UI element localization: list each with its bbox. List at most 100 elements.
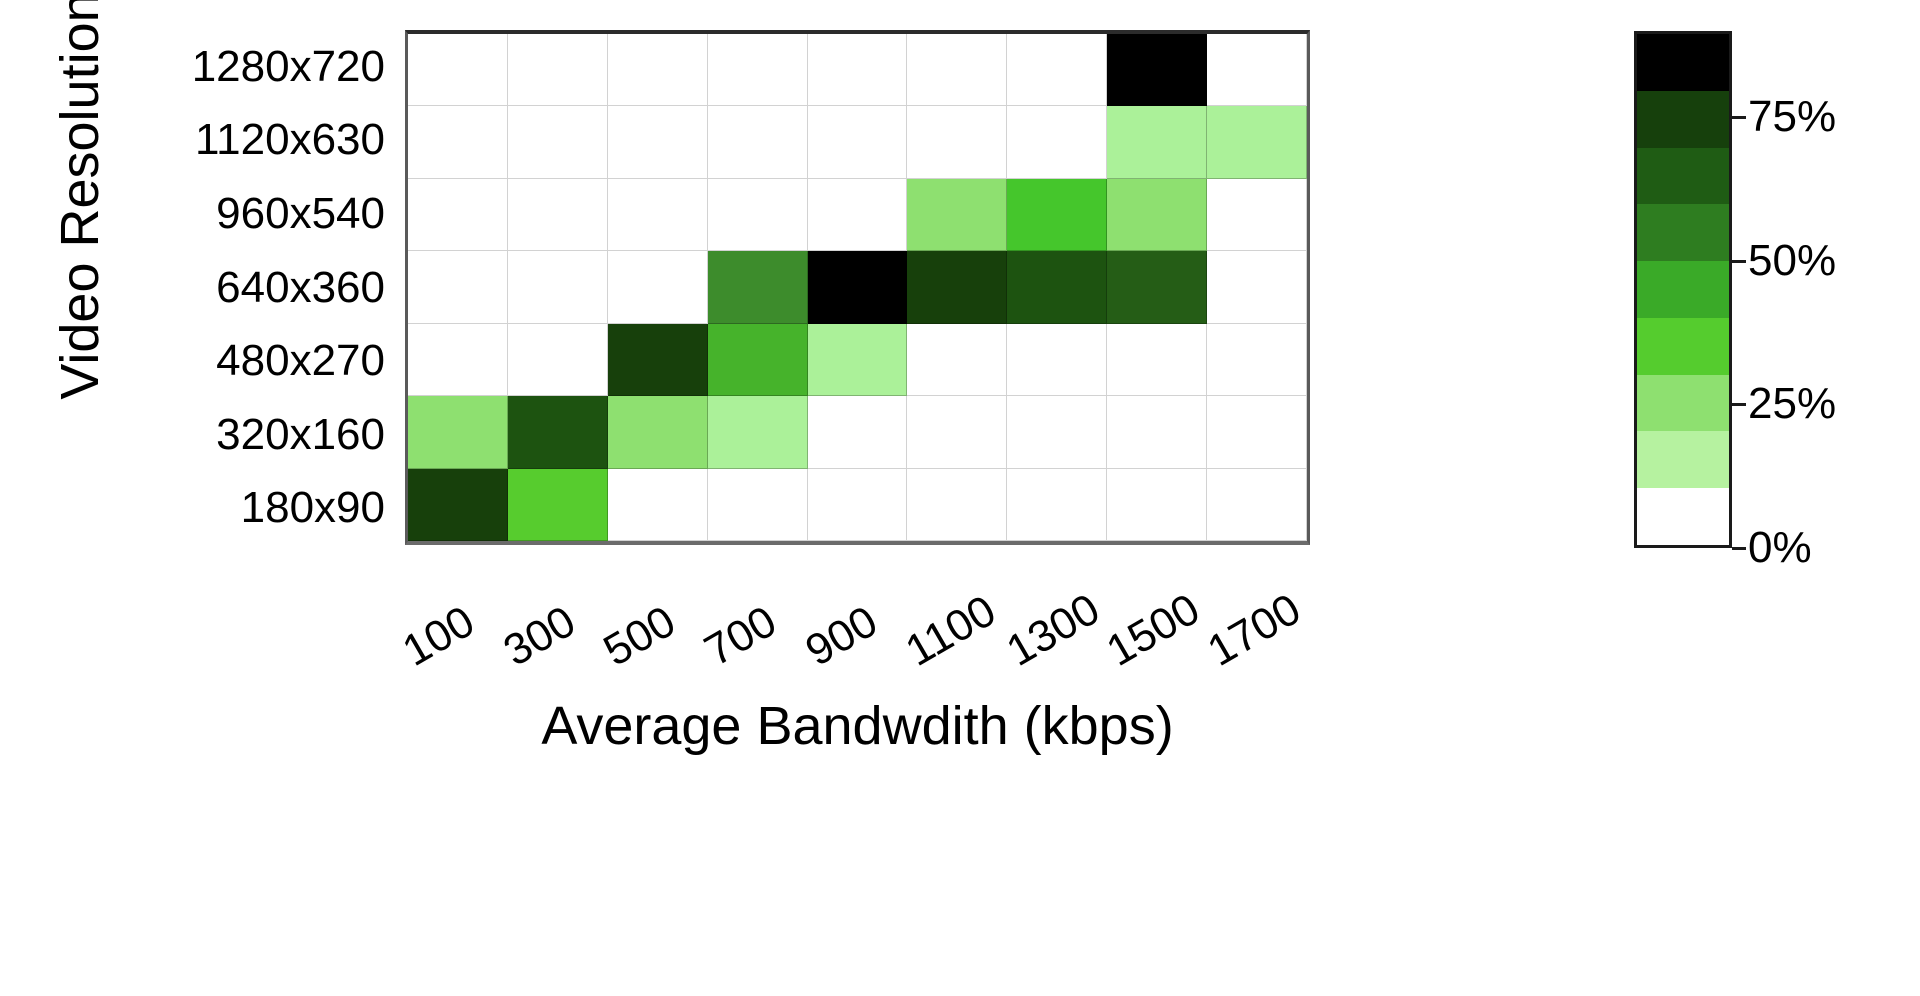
- heatmap-cell: [807, 251, 908, 324]
- y-tick-label: 480x270: [216, 336, 385, 386]
- heatmap-cell: [1207, 323, 1307, 397]
- heatmap-cell: [707, 396, 808, 469]
- y-tick-label: 1280x720: [191, 41, 385, 91]
- heatmap-cell: [807, 106, 908, 179]
- heatmap-cell: [1007, 178, 1108, 252]
- heatmap-cell: [707, 34, 808, 107]
- heatmap-cell: [1107, 34, 1208, 107]
- colorbar-tick: [1732, 403, 1746, 407]
- heatmap-cell: [707, 468, 808, 541]
- colorbar-tick-labels: 75% 50% 25% 0%: [1748, 31, 1913, 572]
- heatmap-cell: [607, 251, 708, 324]
- x-tick-label: 100: [394, 596, 483, 676]
- heatmap-cell: [1107, 396, 1208, 469]
- colorbar-band: [1637, 261, 1729, 318]
- heatmap-cell: [1107, 251, 1208, 324]
- x-tick-label: 700: [696, 596, 785, 676]
- heatmap-cell: [1007, 468, 1108, 541]
- heatmap-cell: [1007, 34, 1108, 107]
- colorbar-tick: [1732, 259, 1746, 263]
- heatmap-cell: [408, 251, 508, 324]
- heatmap-cell: [907, 251, 1008, 324]
- colorbar-ticks: [1732, 31, 1746, 550]
- heatmap-cell: [607, 396, 708, 469]
- x-tick-label: 1100: [897, 586, 1004, 676]
- heatmap-cell: [607, 468, 708, 541]
- x-tick-label: 1700: [1199, 584, 1309, 676]
- heatmap-cell: [1107, 468, 1208, 541]
- heatmap-cell: [507, 34, 608, 107]
- heatmap-cell: [1007, 106, 1108, 179]
- colorbar-tick-label: 0%: [1748, 523, 1812, 572]
- heatmap-cell: [1107, 323, 1208, 397]
- heatmap-cell: [607, 34, 708, 107]
- y-tick-label: 180x90: [240, 483, 385, 533]
- colorbar-band: [1637, 90, 1729, 148]
- heatmap-cell: [1107, 106, 1208, 179]
- heatmap-cell: [408, 323, 508, 397]
- y-tick-label: 320x160: [216, 409, 385, 459]
- heatmap-cell: [807, 178, 908, 252]
- colorbar: [1634, 31, 1732, 548]
- heatmap-cell: [907, 106, 1008, 179]
- heatmap-cell: [607, 106, 708, 179]
- heatmap-cell: [807, 34, 908, 107]
- y-tick-label: 640x360: [216, 262, 385, 312]
- heatmap-cell: [408, 468, 508, 541]
- colorbar-tick: [1732, 116, 1746, 120]
- colorbar-tick-label: 50%: [1748, 235, 1837, 285]
- colorbar-band: [1637, 204, 1729, 262]
- x-tick-label: 1500: [1098, 584, 1208, 676]
- heatmap-cell: [807, 323, 908, 397]
- x-tick-label: 1300: [998, 584, 1108, 676]
- y-tick-label: 1120x630: [194, 115, 385, 165]
- colorbar-band: [1637, 34, 1729, 91]
- x-tick-label: 500: [595, 596, 684, 676]
- colorbar-band: [1637, 317, 1729, 375]
- heatmap-cell: [707, 323, 808, 397]
- heatmap-cell: [408, 106, 508, 179]
- x-tick-label: 300: [495, 596, 584, 676]
- heatmap-cell: [907, 468, 1008, 541]
- heatmap-cell: [607, 323, 708, 397]
- colorbar-band: [1637, 147, 1729, 205]
- colorbar-gradient: [1634, 31, 1732, 548]
- heatmap-cell: [1007, 396, 1108, 469]
- heatmap-cell: [507, 323, 608, 397]
- heatmap-cell: [1207, 178, 1307, 252]
- y-tick-label: 960x540: [216, 188, 385, 238]
- colorbar-tick-label: 25%: [1748, 379, 1837, 429]
- heatmap-cell: [1207, 396, 1307, 469]
- colorbar-tick: [1732, 547, 1746, 550]
- heatmap-cell: [1007, 251, 1108, 324]
- heatmap-cell: [1207, 251, 1307, 324]
- heatmap-cell: [1207, 34, 1307, 107]
- heatmap-cell: [507, 468, 608, 541]
- heatmap-cell: [1107, 178, 1208, 252]
- heatmap-cell: [707, 178, 808, 252]
- heatmap-cell: [408, 34, 508, 107]
- heatmap-cell: [907, 396, 1008, 469]
- heatmap-cell: [507, 396, 608, 469]
- heatmap-cell: [607, 178, 708, 252]
- heatmap-cell: [707, 106, 808, 179]
- heatmap-cell: [907, 323, 1008, 397]
- heatmap-cell: [1207, 468, 1307, 541]
- heatmap-cell: [408, 178, 508, 252]
- heatmap-plot-area: [405, 30, 1310, 545]
- heatmap-cell: [807, 468, 908, 541]
- x-tick-label: 900: [797, 596, 886, 676]
- heatmap-cell: [408, 396, 508, 469]
- colorbar-tick-label: 75%: [1748, 92, 1837, 142]
- x-axis-title: Average Bandwdith (kbps): [541, 696, 1174, 756]
- colorbar-band: [1637, 488, 1729, 546]
- colorbar-band: [1637, 374, 1729, 432]
- colorbar-band: [1637, 431, 1729, 489]
- heatmap-cell: [1207, 106, 1307, 179]
- heatmap-cell: [807, 396, 908, 469]
- y-axis-title: Video Resolution: [50, 0, 110, 400]
- heatmap-cell: [907, 34, 1008, 107]
- heatmap-cell: [707, 251, 808, 324]
- heatmap-cell: [1007, 323, 1108, 397]
